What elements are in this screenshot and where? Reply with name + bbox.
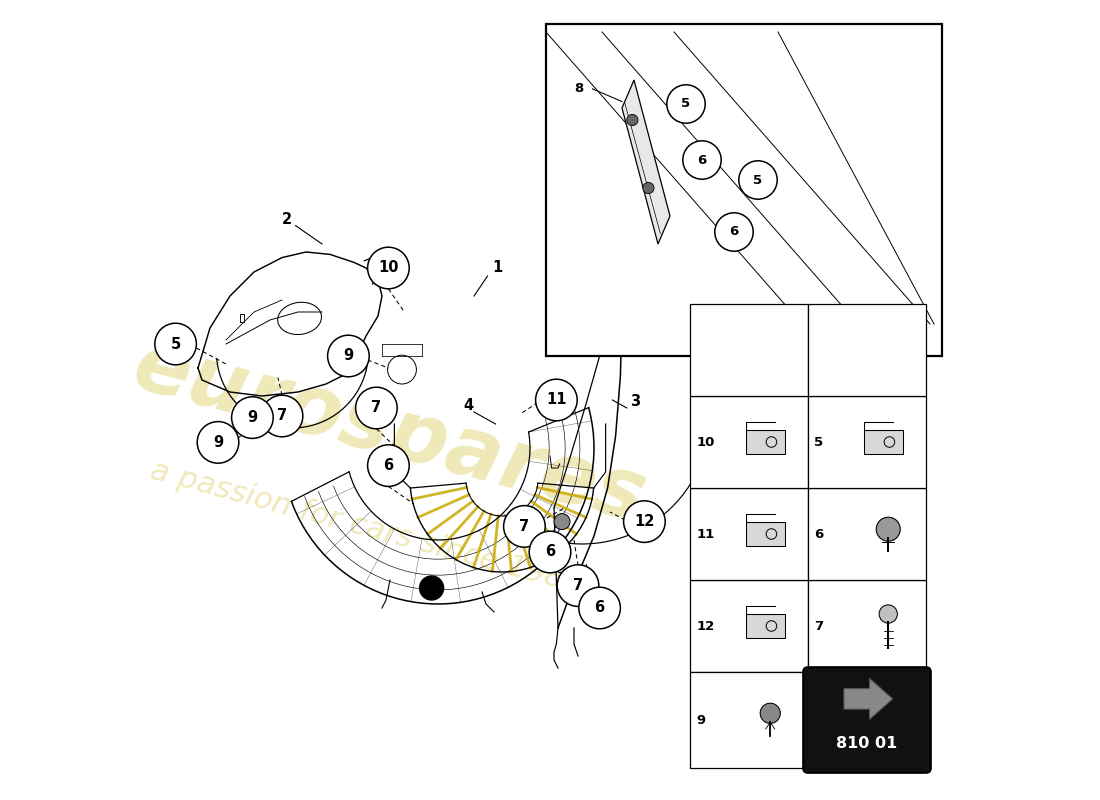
FancyBboxPatch shape — [808, 396, 926, 488]
Polygon shape — [746, 614, 784, 638]
Circle shape — [355, 387, 397, 429]
FancyBboxPatch shape — [690, 580, 808, 672]
Text: 9: 9 — [696, 714, 705, 726]
Text: 6: 6 — [697, 154, 706, 166]
FancyBboxPatch shape — [690, 396, 808, 488]
Text: 9: 9 — [248, 410, 257, 425]
Text: 6: 6 — [383, 458, 394, 473]
Circle shape — [554, 514, 570, 530]
Circle shape — [558, 565, 598, 606]
Text: 810 01: 810 01 — [836, 737, 898, 751]
Text: 7: 7 — [573, 578, 583, 593]
Text: 9: 9 — [213, 435, 223, 450]
Circle shape — [667, 85, 705, 123]
Text: 6: 6 — [594, 601, 605, 615]
Text: 7: 7 — [814, 619, 824, 633]
Circle shape — [579, 587, 620, 629]
Text: 8: 8 — [574, 82, 583, 95]
Polygon shape — [621, 80, 670, 244]
Circle shape — [760, 703, 780, 723]
FancyBboxPatch shape — [803, 667, 931, 773]
Text: 11: 11 — [696, 527, 715, 541]
Text: 2: 2 — [282, 212, 293, 227]
Text: 12: 12 — [696, 619, 715, 633]
Text: 6: 6 — [729, 226, 738, 238]
FancyBboxPatch shape — [808, 488, 926, 580]
Text: 6: 6 — [544, 545, 556, 559]
Circle shape — [529, 531, 571, 573]
Circle shape — [328, 335, 370, 377]
Text: 9: 9 — [343, 349, 353, 363]
Circle shape — [879, 605, 898, 623]
Text: 5: 5 — [170, 337, 180, 351]
FancyBboxPatch shape — [690, 488, 808, 580]
Text: eurospares: eurospares — [125, 325, 654, 539]
Text: a passion for cars since 1985: a passion for cars since 1985 — [146, 456, 585, 600]
Text: 10: 10 — [696, 435, 715, 449]
Text: 7: 7 — [519, 519, 529, 534]
FancyBboxPatch shape — [808, 580, 926, 672]
Text: 1: 1 — [493, 260, 503, 275]
Circle shape — [877, 517, 900, 541]
Polygon shape — [844, 678, 892, 719]
FancyBboxPatch shape — [690, 672, 808, 768]
FancyBboxPatch shape — [690, 304, 808, 396]
Circle shape — [504, 506, 546, 547]
Circle shape — [536, 379, 578, 421]
Circle shape — [739, 161, 778, 199]
Text: 6: 6 — [814, 527, 824, 541]
Circle shape — [367, 247, 409, 289]
Circle shape — [261, 395, 302, 437]
Text: 12: 12 — [635, 514, 654, 529]
Polygon shape — [865, 430, 903, 454]
Polygon shape — [746, 522, 784, 546]
FancyBboxPatch shape — [808, 304, 926, 396]
Text: 5: 5 — [814, 435, 824, 449]
Text: 11: 11 — [546, 393, 566, 407]
Circle shape — [683, 141, 722, 179]
Circle shape — [419, 576, 443, 600]
Circle shape — [232, 397, 273, 438]
Circle shape — [627, 114, 638, 126]
Circle shape — [367, 445, 409, 486]
Circle shape — [197, 422, 239, 463]
Text: 3: 3 — [630, 394, 640, 410]
Circle shape — [642, 182, 654, 194]
Circle shape — [155, 323, 197, 365]
Text: 10: 10 — [378, 261, 398, 275]
FancyBboxPatch shape — [546, 24, 942, 356]
Text: 5: 5 — [681, 98, 691, 110]
Text: 7: 7 — [372, 401, 382, 415]
Text: 7: 7 — [277, 409, 287, 423]
Text: 4: 4 — [463, 398, 474, 413]
Circle shape — [715, 213, 754, 251]
Circle shape — [624, 501, 666, 542]
Polygon shape — [746, 430, 784, 454]
Text: 5: 5 — [754, 174, 762, 186]
